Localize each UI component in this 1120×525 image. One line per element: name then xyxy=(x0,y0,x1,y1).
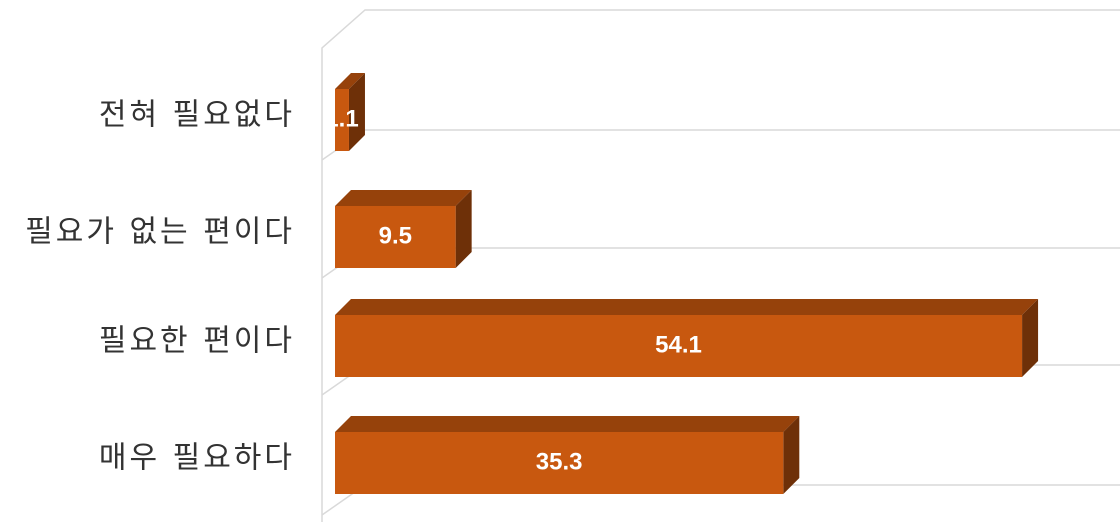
data-label: 9.5 xyxy=(379,222,412,249)
y-tick-label: 전혀 필요없다 xyxy=(99,98,295,133)
data-label: 54.1 xyxy=(655,331,702,358)
bar xyxy=(335,432,784,494)
y-tick-label: 필요한 편이다 xyxy=(99,324,295,359)
y-tick-label: 필요가 없는 편이다 xyxy=(25,215,295,250)
bar-side xyxy=(783,416,800,494)
bar-side xyxy=(455,190,472,268)
bar xyxy=(335,89,349,151)
bar-side xyxy=(1022,299,1039,377)
bar-top xyxy=(335,190,472,206)
bar xyxy=(335,206,456,268)
data-label: 35.3 xyxy=(536,448,583,475)
wall-divider xyxy=(321,129,1120,161)
y-tick-label: 매우 필요하다 xyxy=(99,441,295,476)
back-wall-edge xyxy=(321,9,1120,522)
bar-top xyxy=(335,299,1039,315)
data-label: 1.1 xyxy=(325,105,358,132)
bar xyxy=(335,315,1023,377)
bar-side xyxy=(348,73,365,151)
bar-top xyxy=(335,73,365,89)
bar-top xyxy=(335,416,800,432)
